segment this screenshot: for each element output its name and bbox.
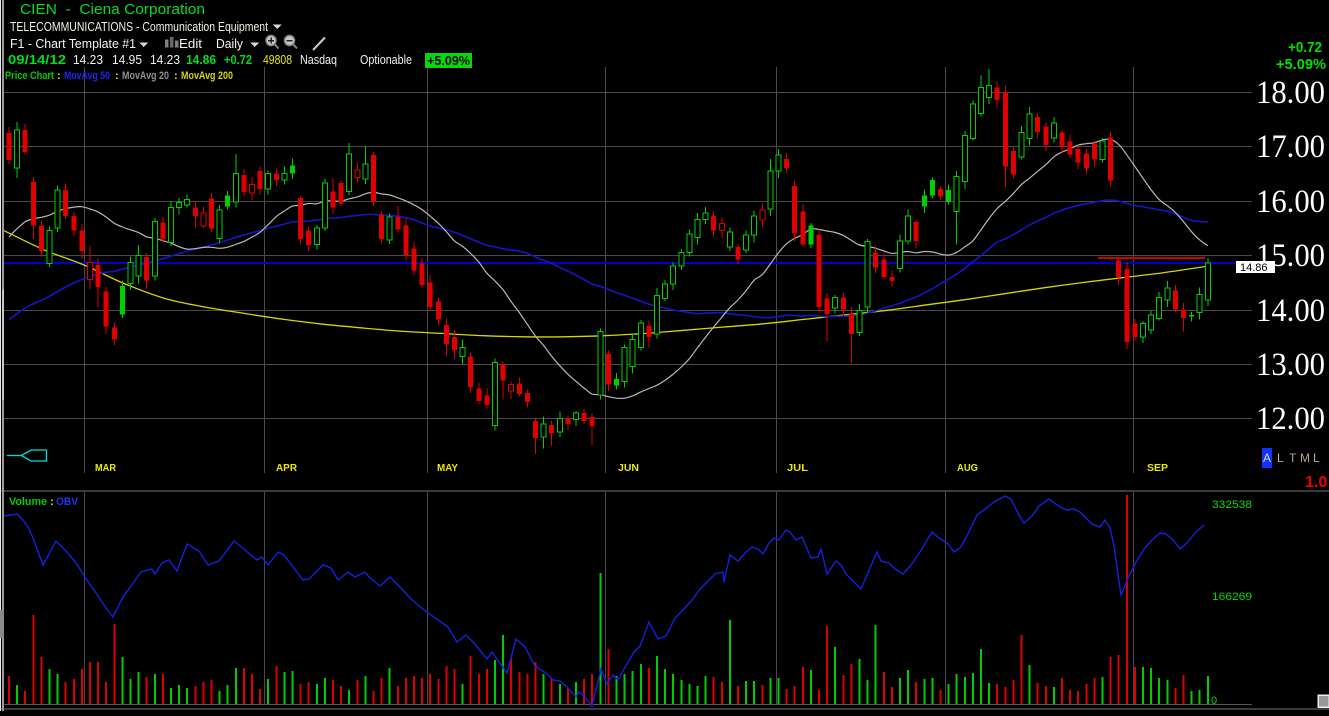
svg-text:+5.09%: +5.09%: [1276, 56, 1326, 73]
svg-text:Daily: Daily: [216, 36, 243, 51]
svg-text:0: 0: [1211, 695, 1217, 707]
svg-text:1.0: 1.0: [1305, 474, 1327, 491]
svg-text:Optionable: Optionable: [360, 52, 412, 67]
svg-text:APR: APR: [276, 462, 297, 474]
svg-text:09/14/12: 09/14/12: [8, 52, 66, 67]
svg-text:T: T: [1289, 451, 1297, 465]
svg-text:14.23: 14.23: [73, 52, 103, 67]
svg-text:Edit: Edit: [179, 36, 202, 51]
svg-text:CIEN - Ciena Corporation: CIEN - Ciena Corporation: [20, 1, 205, 18]
svg-text:MovAvg 20: MovAvg 20: [122, 70, 169, 82]
svg-text:14.00: 14.00: [1256, 293, 1325, 329]
svg-text:16.00: 16.00: [1256, 184, 1325, 220]
svg-text:MovAvg 50: MovAvg 50: [64, 70, 110, 82]
svg-text:JUL: JUL: [787, 462, 809, 474]
svg-text:F1 - Chart Template #1: F1 - Chart Template #1: [10, 36, 136, 51]
svg-text::: :: [115, 70, 119, 82]
svg-text:MAR: MAR: [95, 462, 116, 474]
svg-text:JUN: JUN: [618, 462, 639, 474]
svg-text:TELECOMMUNICATIONS - Communica: TELECOMMUNICATIONS - Communication Equip…: [10, 19, 268, 34]
svg-text:SEP: SEP: [1147, 462, 1168, 474]
svg-text:MAY: MAY: [437, 462, 458, 474]
svg-text:MovAvg 200: MovAvg 200: [181, 70, 233, 82]
svg-text:18.00: 18.00: [1256, 75, 1325, 111]
svg-text::: :: [174, 70, 178, 82]
svg-text:OBV: OBV: [56, 496, 79, 508]
svg-text::: :: [57, 70, 61, 82]
svg-text:L: L: [1313, 451, 1320, 465]
svg-text:17.00: 17.00: [1256, 129, 1325, 165]
svg-text:14.23: 14.23: [150, 52, 180, 67]
svg-text:Nasdaq: Nasdaq: [300, 52, 337, 67]
svg-text::: :: [50, 496, 54, 508]
svg-text:166269: 166269: [1212, 591, 1252, 603]
svg-text:+0.72: +0.72: [1288, 39, 1322, 56]
svg-text:AUG: AUG: [957, 462, 978, 474]
svg-text:L: L: [1277, 451, 1284, 465]
svg-text:Volume: Volume: [9, 496, 47, 508]
svg-text:14.95: 14.95: [112, 52, 142, 67]
svg-text:12.00: 12.00: [1256, 401, 1325, 437]
svg-text:M: M: [1300, 451, 1310, 465]
svg-text:14.86: 14.86: [186, 52, 216, 67]
svg-text:14.86: 14.86: [1240, 262, 1268, 274]
svg-text:332538: 332538: [1212, 499, 1252, 511]
svg-text:13.00: 13.00: [1256, 347, 1325, 383]
svg-text:+5.09%: +5.09%: [427, 53, 470, 68]
svg-text:A: A: [1263, 451, 1271, 465]
svg-text:49808: 49808: [263, 52, 292, 67]
svg-text:+0.72: +0.72: [224, 52, 252, 67]
svg-text:Price Chart: Price Chart: [5, 70, 54, 82]
